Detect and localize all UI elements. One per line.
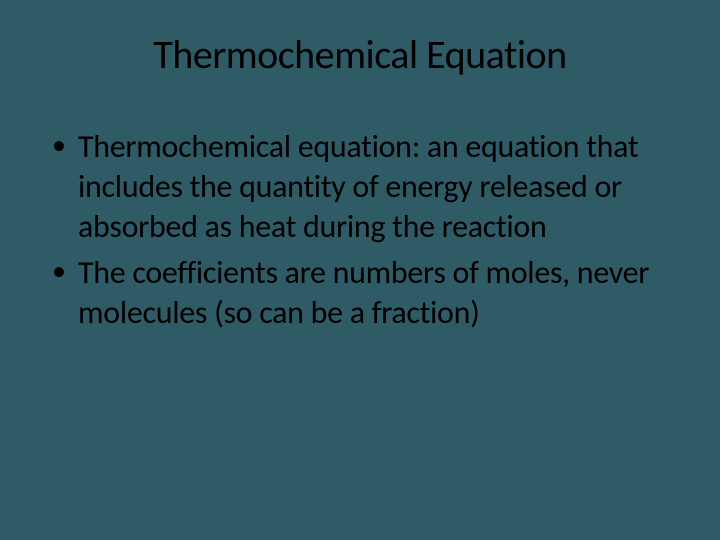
bullet-list: Thermochemical equation: an equation tha… [50,127,670,333]
list-item: The coefficients are numbers of moles, n… [78,253,670,333]
slide-container: Thermochemical Equation Thermochemical e… [0,0,720,540]
list-item: Thermochemical equation: an equation tha… [78,127,670,247]
slide-title: Thermochemical Equation [50,30,670,79]
